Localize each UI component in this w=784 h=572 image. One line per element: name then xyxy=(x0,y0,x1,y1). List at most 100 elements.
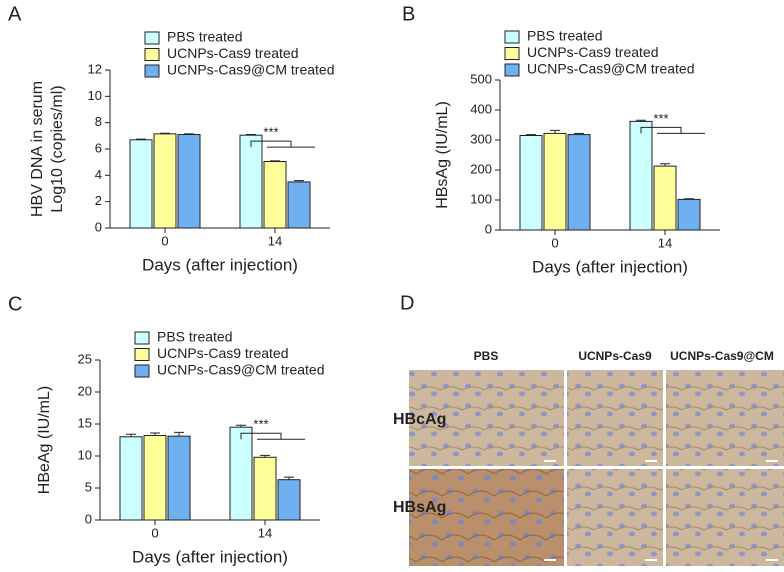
x-axis-label: Days (after injection) xyxy=(132,547,288,566)
panel-label: D xyxy=(400,292,414,314)
x-axis-label: Days (after injection) xyxy=(532,257,688,276)
error-bar xyxy=(160,132,170,134)
x-tick-label: 0 xyxy=(551,235,558,250)
bar xyxy=(543,132,567,231)
bar xyxy=(677,198,701,231)
error-bar xyxy=(246,134,256,136)
y-tick-label: 100 xyxy=(470,191,492,206)
significance-label: *** xyxy=(653,111,668,126)
column-label: PBS xyxy=(474,349,499,363)
bar xyxy=(253,456,277,521)
y-tick-label: 400 xyxy=(470,101,492,116)
panel-label: A xyxy=(8,3,22,25)
error-bar xyxy=(136,138,146,140)
error-bar xyxy=(660,163,670,167)
y-tick-label: 300 xyxy=(470,131,492,146)
y-tick-label: 25 xyxy=(78,351,92,366)
column-label: UCNPs-Cas9 xyxy=(578,349,652,363)
legend-swatch xyxy=(144,48,160,61)
y-tick-label: 12 xyxy=(88,61,102,76)
significance-bracket xyxy=(240,432,305,440)
error-bar xyxy=(126,433,136,437)
legend-label: UCNPs-Cas9@CM treated xyxy=(157,362,324,378)
y-tick-label: 4 xyxy=(95,167,102,182)
y-tick-label: 5 xyxy=(85,479,92,494)
error-bar xyxy=(284,476,294,480)
y-tick-label: 8 xyxy=(95,114,102,129)
y-tick-label: 2 xyxy=(95,193,102,208)
bar xyxy=(129,139,153,229)
bar xyxy=(629,120,653,231)
y-axis-label: HBeAg (IU/mL) xyxy=(36,386,53,494)
row-label: HBcAg xyxy=(393,411,446,428)
y-tick-label: 0 xyxy=(85,511,92,526)
legend-label: UCNPs-Cas9@CM treated xyxy=(167,62,334,78)
error-bar xyxy=(294,180,304,182)
bar xyxy=(263,161,287,229)
legend-swatch xyxy=(504,47,520,60)
x-tick-label: 0 xyxy=(161,233,168,248)
y-axis-label: Log10 (copies/ml) xyxy=(49,85,66,212)
micrograph xyxy=(666,469,784,566)
bar xyxy=(287,181,311,229)
micrograph xyxy=(409,370,564,466)
error-bar xyxy=(526,134,536,136)
x-tick-label: 0 xyxy=(151,525,158,540)
bar xyxy=(119,436,143,521)
error-bar xyxy=(574,132,584,135)
x-tick-label: 14 xyxy=(258,525,272,540)
micrograph xyxy=(409,469,564,566)
error-bar xyxy=(184,133,194,135)
legend-label: PBS treated xyxy=(527,28,603,44)
row-label: HBsAg xyxy=(393,499,446,516)
column-label: UCNPs-Cas9@CM xyxy=(670,349,774,363)
bar xyxy=(167,435,191,521)
y-tick-label: 200 xyxy=(470,161,492,176)
bar xyxy=(143,435,167,521)
legend-label: PBS treated xyxy=(157,329,233,345)
scale-bars xyxy=(544,460,778,561)
panel-label: B xyxy=(402,3,415,25)
micrograph xyxy=(666,370,784,466)
error-bar xyxy=(150,432,160,436)
legend-swatch xyxy=(144,31,160,45)
y-tick-label: 6 xyxy=(95,140,102,155)
error-bar xyxy=(636,119,646,122)
legend-swatch xyxy=(144,64,160,78)
bar xyxy=(567,134,591,231)
legend-swatch xyxy=(134,364,150,378)
bar xyxy=(153,133,177,229)
legend-label: UCNPs-Cas9 treated xyxy=(167,45,299,61)
legend-swatch xyxy=(504,30,520,44)
x-tick-label: 14 xyxy=(658,235,672,250)
panel-d: D PBS UCNPs-Cas9 UCNPs-Cas9@CM HBcAg HBs… xyxy=(393,292,784,566)
y-tick-label: 10 xyxy=(88,88,102,103)
error-bar xyxy=(550,129,560,134)
legend-label: UCNPs-Cas9@CM treated xyxy=(527,61,694,77)
significance-bracket xyxy=(640,126,705,134)
y-axis-label: HBsAg (IU/mL) xyxy=(434,101,451,209)
y-tick-label: 10 xyxy=(78,447,92,462)
bar xyxy=(177,134,201,229)
legend-label: PBS treated xyxy=(167,29,243,45)
micrograph xyxy=(567,370,663,466)
legend-swatch xyxy=(504,63,520,77)
legend-label: UCNPs-Cas9 treated xyxy=(157,345,289,361)
y-axis-label: HBV DNA in serum xyxy=(29,81,46,217)
significance-bracket xyxy=(250,140,315,148)
bar xyxy=(239,134,263,229)
bar xyxy=(229,426,253,521)
panel-label: C xyxy=(8,293,22,315)
bar xyxy=(519,135,543,231)
bar xyxy=(277,479,301,521)
error-bar xyxy=(684,198,694,200)
bar xyxy=(653,165,677,231)
error-bar xyxy=(174,431,184,437)
y-tick-label: 15 xyxy=(78,415,92,430)
error-bar xyxy=(260,454,270,458)
legend-label: UCNPs-Cas9 treated xyxy=(527,44,659,60)
error-bar xyxy=(270,160,280,162)
significance-label: *** xyxy=(263,125,278,140)
legend-swatch xyxy=(134,348,150,361)
